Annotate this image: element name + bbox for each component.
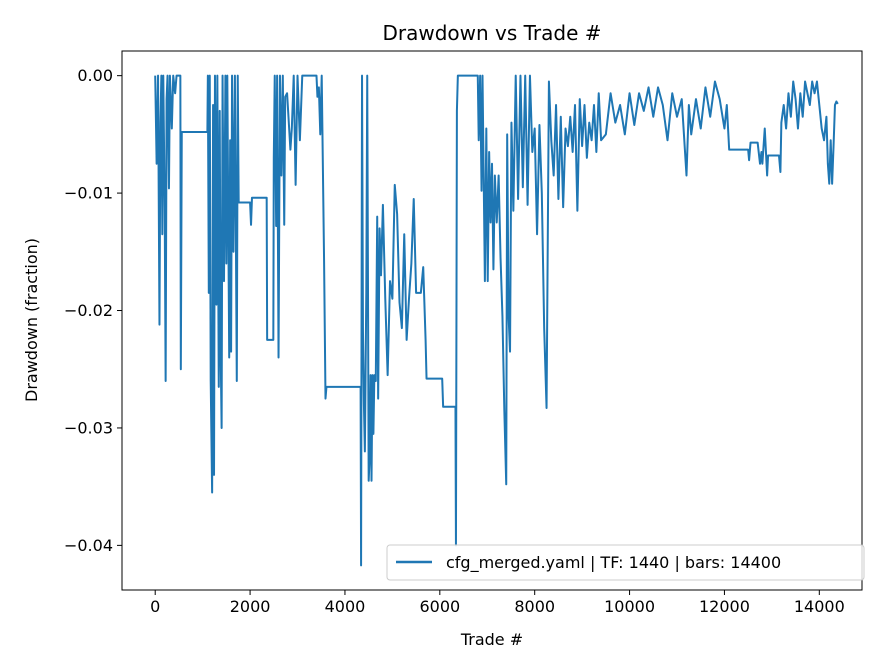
series-line-0 bbox=[154, 74, 839, 567]
y-axis-label: Drawdown (fraction) bbox=[22, 238, 41, 402]
series-layer bbox=[154, 74, 839, 567]
y-tick-label: −0.04 bbox=[64, 536, 113, 555]
x-tick-label: 6000 bbox=[419, 597, 460, 616]
legend-label: cfg_merged.yaml | TF: 1440 | bars: 14400 bbox=[446, 553, 781, 573]
legend: cfg_merged.yaml | TF: 1440 | bars: 14400 bbox=[386, 544, 865, 581]
y-axis-ticks: 0.00 −0.01 −0.02 −0.03 −0.04 bbox=[64, 66, 122, 555]
x-tick-label: 0 bbox=[150, 597, 160, 616]
x-axis-label: Trade # bbox=[460, 630, 523, 649]
x-tick-label: 10000 bbox=[604, 597, 655, 616]
plot-area bbox=[122, 51, 862, 590]
x-axis-ticks: 0 2000 4000 6000 8000 10000 12000 14000 bbox=[150, 590, 845, 616]
chart-title: Drawdown vs Trade # bbox=[382, 21, 601, 45]
x-tick-label: 12000 bbox=[699, 597, 750, 616]
y-tick-label: −0.02 bbox=[64, 301, 113, 320]
axes-frame bbox=[121, 50, 863, 591]
y-tick-label: −0.03 bbox=[64, 418, 113, 437]
y-tick-label: −0.01 bbox=[64, 184, 113, 203]
x-tick-label: 4000 bbox=[325, 597, 366, 616]
legend-box bbox=[386, 544, 865, 581]
x-tick-label: 8000 bbox=[514, 597, 555, 616]
x-tick-label: 14000 bbox=[794, 597, 845, 616]
x-tick-label: 2000 bbox=[230, 597, 271, 616]
y-tick-label: 0.00 bbox=[77, 66, 113, 85]
